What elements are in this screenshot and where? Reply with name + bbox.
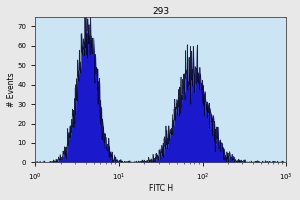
Y-axis label: # Events: # Events	[7, 72, 16, 107]
X-axis label: FITC H: FITC H	[149, 184, 173, 193]
Title: 293: 293	[152, 7, 169, 16]
